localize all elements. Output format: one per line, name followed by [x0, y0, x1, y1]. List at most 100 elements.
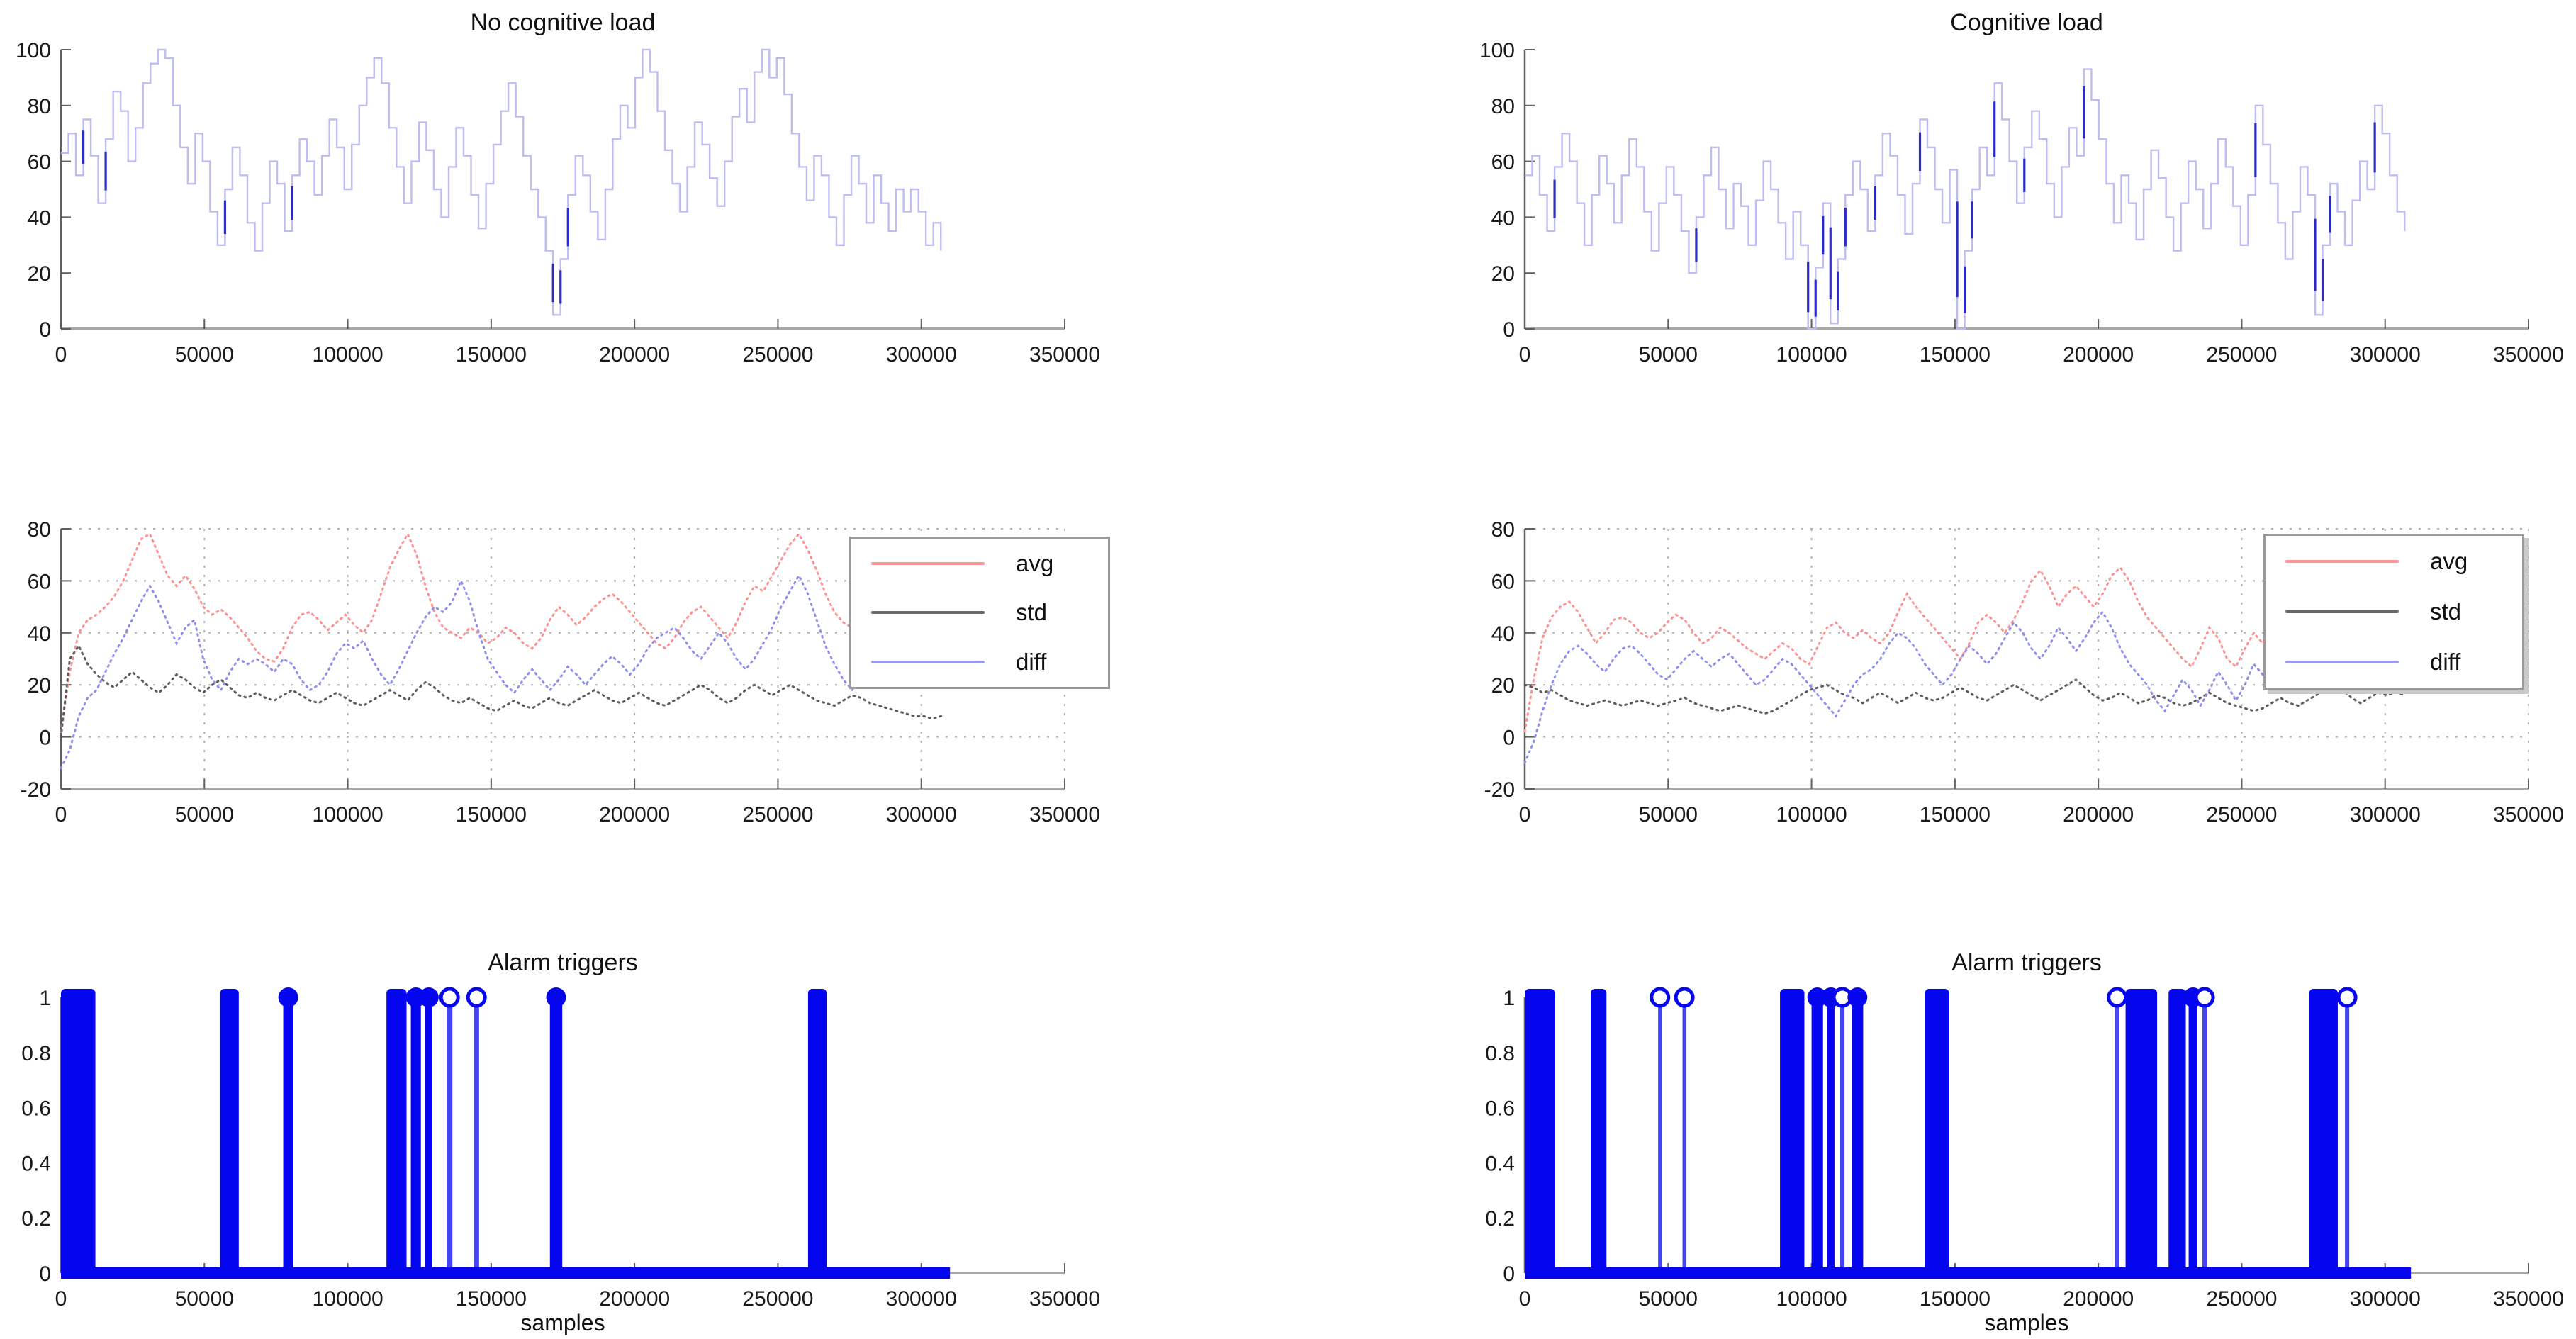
- alarm-marker-icon: [418, 987, 439, 1007]
- y-tick-label: 20: [1491, 262, 1515, 286]
- alarm-pulse: [283, 997, 293, 1277]
- x-tick-label: 0: [55, 803, 67, 827]
- x-tick-label: 250000: [2206, 803, 2277, 827]
- y-tick-label: 0.2: [21, 1207, 51, 1231]
- y-tick-label: 0: [39, 318, 51, 342]
- x-tick-label: 150000: [456, 343, 527, 366]
- alarm-pulse: [425, 997, 432, 1277]
- alarm-pulse: [2125, 989, 2158, 1277]
- y-tick-label: 20: [28, 674, 51, 697]
- y-tick-label: 20: [28, 262, 51, 286]
- y-tick-label: 0: [1503, 727, 1515, 750]
- std-line-sample-icon: [2285, 610, 2399, 613]
- x-tick-label: 200000: [599, 1287, 670, 1311]
- y-tick-label: 100: [1479, 39, 1515, 62]
- series-signal: [61, 48, 942, 316]
- legend-entry-avg: avg: [2266, 548, 2522, 575]
- x-tick-label: 150000: [1920, 803, 1990, 827]
- alarm-pulse: [386, 989, 407, 1277]
- y-tick-label: 0: [39, 1262, 51, 1286]
- x-tick-label: 300000: [2350, 343, 2421, 366]
- x-tick-label: 150000: [1920, 343, 1990, 366]
- x-tick-label: 100000: [1776, 343, 1847, 366]
- x-tick-label: 350000: [2493, 1287, 2564, 1311]
- series-avg: [60, 531, 943, 733]
- avg-line-sample-icon: [871, 561, 985, 565]
- alarm-baseline: [1525, 1267, 2412, 1279]
- y-tick-label: 60: [1491, 570, 1515, 593]
- plot-title-no-cognitive-load: No cognitive load: [470, 9, 656, 36]
- x-tick-label: 200000: [2063, 1287, 2134, 1311]
- alarm-marker-icon: [2107, 987, 2128, 1008]
- alarm-pulse: [1925, 989, 1949, 1277]
- alarm-pulse: [474, 997, 479, 1277]
- y-tick-label: 40: [28, 622, 51, 646]
- y-tick-label: 0.6: [1485, 1097, 1515, 1121]
- alarm-marker-icon: [405, 987, 426, 1007]
- y-tick-label: 1: [39, 987, 51, 1010]
- x-tick-label: 100000: [1776, 1287, 1847, 1311]
- legend-entry-std: std: [2266, 598, 2522, 625]
- x-tick-label: 300000: [886, 803, 957, 827]
- y-tick-label: 40: [28, 206, 51, 230]
- x-tick-label: 150000: [456, 1287, 527, 1311]
- alarm-pulse: [1525, 989, 1555, 1277]
- alarm-pulse: [2168, 989, 2186, 1277]
- series-signal: [1525, 68, 2406, 330]
- x-tick-label: 350000: [1029, 343, 1100, 366]
- alarm-pulse: [2309, 989, 2338, 1277]
- x-tick-label: 0: [1519, 803, 1531, 827]
- alarm-marker-icon: [2336, 987, 2358, 1008]
- x-tick-label: 150000: [1920, 1287, 1990, 1311]
- x-tick-label: 300000: [886, 1287, 957, 1311]
- alarm-marker-icon: [1820, 987, 1841, 1007]
- legend-entry-diff: diff: [851, 649, 1108, 676]
- y-tick-label: 0.8: [1485, 1042, 1515, 1065]
- legend-label-diff: diff: [1016, 649, 1047, 676]
- legend-entry-diff: diff: [2266, 649, 2522, 676]
- alarm-baseline: [61, 1267, 951, 1279]
- x-tick-label: 200000: [2063, 803, 2134, 827]
- alarm-pulse: [549, 997, 563, 1277]
- legend-box-left: avg std diff: [849, 537, 1110, 689]
- alarm-pulse: [1780, 989, 1805, 1277]
- x-tick-label: 250000: [742, 1287, 813, 1311]
- y-tick-label: 0.2: [1485, 1207, 1515, 1231]
- y-tick-label: 80: [1491, 95, 1515, 118]
- x-tick-label: 100000: [313, 343, 383, 366]
- x-tick-label: 50000: [175, 343, 234, 366]
- legend-label-std: std: [2430, 598, 2462, 624]
- y-tick-label: 80: [1491, 518, 1515, 542]
- x-tick-label: 0: [55, 1287, 67, 1311]
- x-tick-label: 50000: [1639, 343, 1698, 366]
- series-diff: [60, 573, 943, 770]
- alarm-marker-icon: [546, 987, 566, 1007]
- x-tick-label: 100000: [313, 1287, 383, 1311]
- alarm-pulse: [2115, 997, 2119, 1277]
- y-tick-label: 0.4: [21, 1152, 51, 1175]
- x-tick-label: 250000: [742, 803, 813, 827]
- alarm-pulse: [1852, 997, 1864, 1277]
- alarm-marker-icon: [1674, 987, 1695, 1008]
- x-tick-label: 200000: [2063, 343, 2134, 366]
- x-tick-label: 0: [1519, 1287, 1531, 1311]
- y-tick-label: 60: [1491, 151, 1515, 174]
- x-tick-label: 300000: [2350, 1287, 2421, 1311]
- alarm-pulse: [1682, 997, 1686, 1277]
- x-tick-label: 300000: [2350, 803, 2421, 827]
- plot-title-cognitive-load: Cognitive load: [1950, 9, 2103, 36]
- alarm-marker-icon: [278, 987, 298, 1007]
- std-line-sample-icon: [871, 611, 985, 615]
- alarm-pulse: [1658, 997, 1662, 1277]
- legend-entry-avg: avg: [851, 550, 1108, 577]
- x-tick-label: 200000: [599, 343, 670, 366]
- y-tick-label: 0: [39, 727, 51, 750]
- x-tick-label: 250000: [742, 343, 813, 366]
- y-tick-label: 80: [28, 518, 51, 542]
- alarm-marker-icon: [439, 987, 460, 1008]
- x-tick-label: 350000: [1029, 803, 1100, 827]
